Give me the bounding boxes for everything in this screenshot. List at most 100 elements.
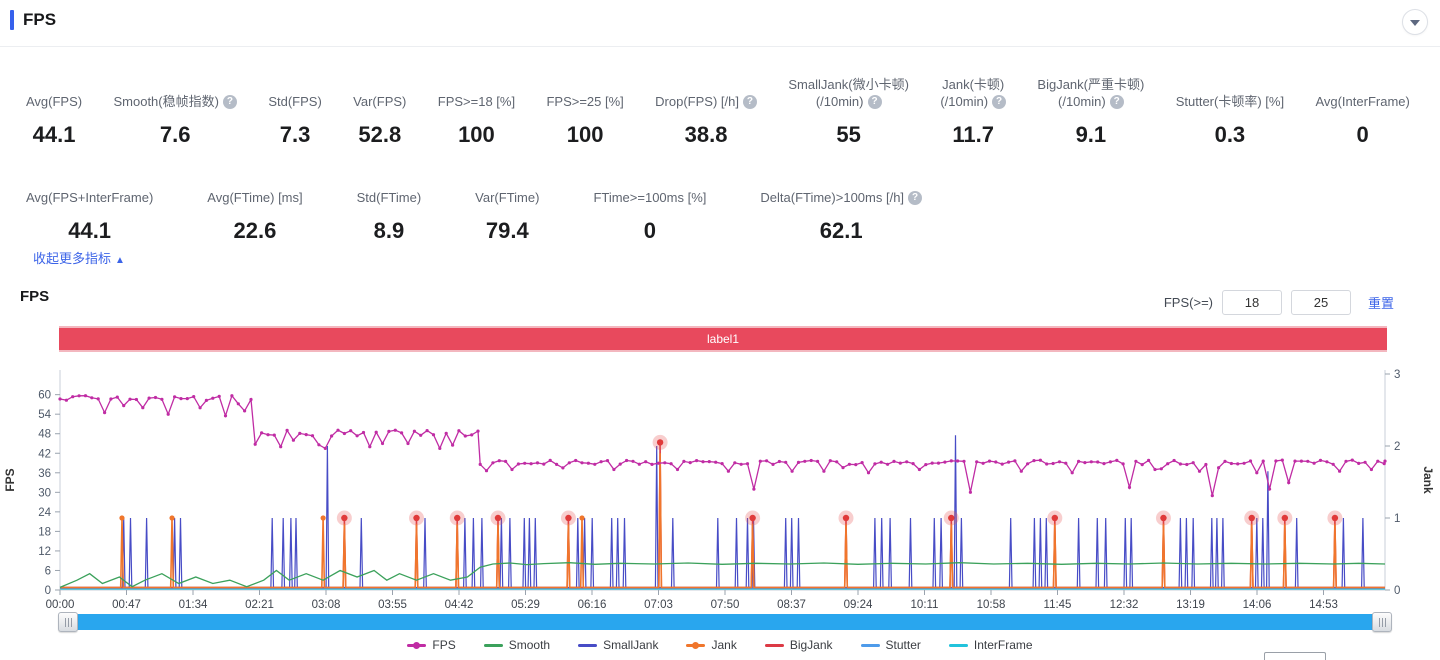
svg-text:18: 18	[38, 526, 51, 538]
metric-label: Std(FPS)	[268, 94, 322, 109]
svg-text:06:16: 06:16	[578, 599, 607, 610]
metric: Smooth(稳帧指数)? 7.6	[113, 72, 237, 148]
svg-text:07:50: 07:50	[711, 599, 740, 610]
metric-label: Avg(FPS)	[26, 94, 83, 109]
fps-threshold-input-1[interactable]	[1221, 290, 1282, 315]
metric: FPS>=18 [%] 100	[438, 72, 515, 148]
metric-value: 52.8	[358, 122, 402, 147]
metric-value: 44.1	[32, 122, 76, 147]
fps-threshold-label: FPS(>=)	[1163, 295, 1213, 310]
metric: FPS>=25 [%] 100	[546, 72, 623, 148]
svg-text:0: 0	[1394, 585, 1400, 597]
metric-label: SmallJank(微小卡顿) (/10min)?	[788, 77, 909, 109]
metric-label: Var(FTime)	[475, 190, 540, 205]
metric-value: 62.1	[819, 218, 863, 243]
scrollbar-left-handle[interactable]	[58, 612, 78, 632]
metric-value: 0	[1356, 122, 1369, 147]
svg-text:10:58: 10:58	[977, 599, 1006, 610]
svg-text:08:37: 08:37	[777, 599, 806, 610]
metric-label: Avg(InterFrame)	[1315, 94, 1410, 109]
svg-text:00:47: 00:47	[112, 599, 141, 610]
svg-text:03:08: 03:08	[312, 599, 341, 610]
svg-text:60: 60	[38, 390, 51, 402]
svg-text:14:06: 14:06	[1243, 599, 1272, 610]
metric-label: Delta(FTime)>100ms [/h]?	[760, 168, 923, 206]
metric-value: 38.8	[684, 122, 728, 147]
metric: Stutter(卡顿率) [%] 0.3	[1176, 72, 1284, 148]
metric-value: 7.6	[159, 122, 191, 147]
legend-item-interframe[interactable]: InterFrame	[948, 638, 1033, 652]
collapse-panel-button[interactable]	[1402, 9, 1428, 35]
metric: FTime>=100ms [%] 0	[593, 168, 706, 244]
legend-item-stutter[interactable]: Stutter	[860, 638, 921, 652]
legend-swatch	[860, 643, 880, 647]
metric-value: 7.3	[279, 122, 311, 147]
legend-swatch	[948, 643, 968, 647]
scrollbar-right-handle[interactable]	[1372, 612, 1392, 632]
metric: Delta(FTime)>100ms [/h]? 62.1	[760, 168, 923, 244]
scrollbar-bar[interactable]	[76, 614, 1374, 630]
svg-text:2: 2	[1394, 441, 1400, 453]
legend-swatch	[407, 641, 427, 649]
metric: Avg(FPS) 44.1	[26, 72, 82, 148]
svg-text:12: 12	[38, 546, 51, 558]
help-icon[interactable]: ?	[908, 190, 923, 205]
legend-label: Stutter	[885, 638, 921, 652]
metric-value: 11.7	[952, 122, 994, 147]
legend-item-smooth[interactable]: Smooth	[483, 638, 550, 652]
collapse-metrics-link[interactable]: 收起更多指标 ▲	[33, 248, 125, 267]
collapse-metrics-label: 收起更多指标	[33, 251, 112, 266]
help-icon[interactable]: ?	[222, 94, 237, 109]
svg-text:14:53: 14:53	[1309, 599, 1338, 610]
help-icon[interactable]: ?	[742, 94, 757, 109]
metric-label: Avg(FTime) [ms]	[207, 190, 303, 205]
metric-label: Avg(FPS+InterFrame)	[26, 190, 154, 205]
svg-text:30: 30	[38, 487, 51, 499]
metric: Drop(FPS) [/h]? 38.8	[655, 72, 757, 148]
svg-text:09:24: 09:24	[844, 599, 873, 610]
metric-value: 0	[643, 218, 657, 243]
panel-header: FPS	[10, 10, 56, 30]
help-icon[interactable]: ?	[992, 94, 1007, 109]
metric-label: Stutter(卡顿率) [%]	[1175, 94, 1285, 109]
chart-legend: FPS Smooth SmallJank Jank BigJank Stutter Inte…	[0, 638, 1440, 652]
metric-value: 100	[458, 122, 495, 147]
legend-item-jank[interactable]: Jank	[686, 638, 737, 652]
metric-value: 0.3	[1214, 122, 1246, 147]
svg-text:05:29: 05:29	[511, 599, 540, 610]
svg-text:36: 36	[38, 468, 51, 480]
svg-text:24: 24	[38, 507, 51, 519]
metric: Var(FPS) 52.8	[353, 72, 406, 148]
label-band: label1	[59, 326, 1387, 352]
metric-value: 8.9	[373, 218, 405, 243]
svg-text:01:34: 01:34	[179, 599, 208, 610]
grip-icon	[1378, 617, 1386, 627]
legend-swatch	[686, 641, 706, 649]
metric-value: 44.1	[68, 218, 112, 243]
legend-item-bigjank[interactable]: BigJank	[764, 638, 833, 652]
metric-value: 55	[836, 122, 861, 147]
metric-value: 9.1	[1075, 122, 1107, 147]
svg-text:04:42: 04:42	[445, 599, 474, 610]
svg-text:1: 1	[1394, 513, 1400, 525]
fps-threshold-input-2[interactable]	[1290, 290, 1351, 315]
help-icon[interactable]: ?	[867, 94, 882, 109]
legend-item-fps[interactable]: FPS	[407, 638, 456, 652]
svg-text:13:19: 13:19	[1176, 599, 1205, 610]
legend-swatch	[764, 643, 784, 647]
legend-label: FPS	[432, 638, 456, 652]
metric-label: Smooth(稳帧指数)?	[113, 72, 237, 110]
chart-scrollbar[interactable]	[58, 612, 1392, 632]
reset-link[interactable]: 重置	[1367, 296, 1394, 311]
legend-swatch	[578, 643, 598, 647]
collapse-arrow-icon: ▲	[115, 255, 125, 266]
help-icon[interactable]: ?	[1109, 94, 1124, 109]
metric: Jank(卡顿) (/10min)? 11.7	[940, 72, 1007, 148]
chart-controls: FPS(>=) 重置	[1164, 290, 1394, 315]
legend-item-smalljank[interactable]: SmallJank	[578, 638, 658, 652]
cutoff-panel	[1264, 652, 1326, 660]
caret-down-icon	[1410, 20, 1420, 26]
metric-value: 22.6	[233, 218, 277, 243]
metric: Avg(FTime) [ms] 22.6	[207, 168, 302, 244]
